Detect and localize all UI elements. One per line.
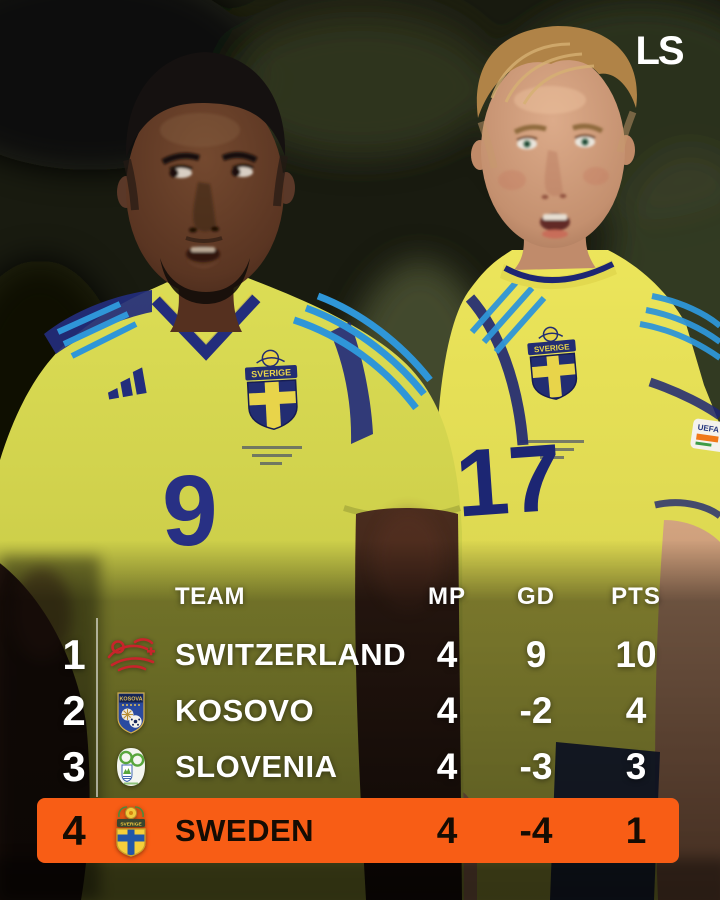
team-name: KOSOVO bbox=[175, 693, 315, 728]
sweden-jersey-crest: SVERIGE bbox=[527, 326, 578, 400]
right-shirt-number: 17 bbox=[452, 424, 565, 537]
table-row: 3 SLOVENIA 4 -3 3 bbox=[0, 739, 720, 795]
kosovo-crest-icon: KOSOVA bbox=[102, 683, 160, 739]
table-row-highlighted: 4 SVERIGE SWEDEN 4 -4 bbox=[0, 798, 720, 863]
col-header-team: TEAM bbox=[175, 583, 245, 610]
rank-value: 4 bbox=[62, 807, 86, 854]
team-name: SLOVENIA bbox=[175, 749, 338, 784]
col-header-pts: PTS bbox=[611, 583, 661, 610]
slovenia-crest-icon bbox=[102, 739, 160, 795]
adidas-stripes-icon bbox=[469, 276, 547, 354]
switzerland-crest-icon bbox=[102, 627, 160, 683]
adidas-logo-icon bbox=[107, 367, 147, 400]
livescore-logo: LS bbox=[635, 29, 684, 73]
left-player-head bbox=[117, 52, 295, 304]
svg-text:UEFA: UEFA bbox=[697, 423, 720, 435]
mp-value: 4 bbox=[436, 746, 458, 787]
table-row: 2 KOSOVA KOSOVO 4 -2 4 bbox=[0, 683, 720, 739]
mp-value: 4 bbox=[436, 634, 458, 675]
gd-value: -3 bbox=[519, 746, 553, 787]
rank-divider-line bbox=[96, 618, 98, 797]
pts-value: 3 bbox=[625, 746, 647, 787]
table-header-row: TEAM MP GD PTS bbox=[0, 581, 720, 613]
gd-value: -4 bbox=[519, 810, 553, 851]
pts-value: 1 bbox=[625, 810, 647, 851]
match-detail-text bbox=[242, 446, 302, 465]
table-row: 1 SWITZERLAND 4 9 10 bbox=[0, 627, 720, 683]
mp-value: 4 bbox=[436, 810, 458, 851]
adidas-stripes-icon bbox=[292, 292, 433, 411]
svg-text:KOSOVA: KOSOVA bbox=[120, 697, 143, 703]
gd-value: -2 bbox=[519, 690, 553, 731]
svg-text:SVERIGE: SVERIGE bbox=[251, 367, 291, 379]
svg-text:SVERIGE: SVERIGE bbox=[120, 821, 142, 827]
uefa-patch-icon: UEFA bbox=[690, 418, 720, 453]
svg-text:SVERIGE: SVERIGE bbox=[534, 342, 571, 354]
rank-value: 2 bbox=[62, 687, 86, 734]
rank-value: 1 bbox=[62, 631, 86, 678]
gd-value: 9 bbox=[525, 634, 547, 675]
team-name: SWITZERLAND bbox=[175, 637, 407, 672]
right-player-head bbox=[471, 26, 637, 248]
pts-value: 10 bbox=[615, 634, 657, 675]
col-header-gd: GD bbox=[517, 583, 555, 610]
pts-value: 4 bbox=[625, 690, 647, 731]
adidas-stripes-icon bbox=[56, 301, 138, 359]
rank-value: 3 bbox=[62, 743, 86, 790]
team-name: SWEDEN bbox=[175, 813, 315, 848]
sweden-crest-icon: SVERIGE bbox=[102, 798, 160, 863]
mp-value: 4 bbox=[436, 690, 458, 731]
match-detail-text bbox=[520, 440, 584, 459]
sweden-jersey-crest: SVERIGE bbox=[244, 349, 298, 430]
col-header-mp: MP bbox=[428, 583, 466, 610]
adidas-stripes-icon bbox=[639, 293, 720, 361]
